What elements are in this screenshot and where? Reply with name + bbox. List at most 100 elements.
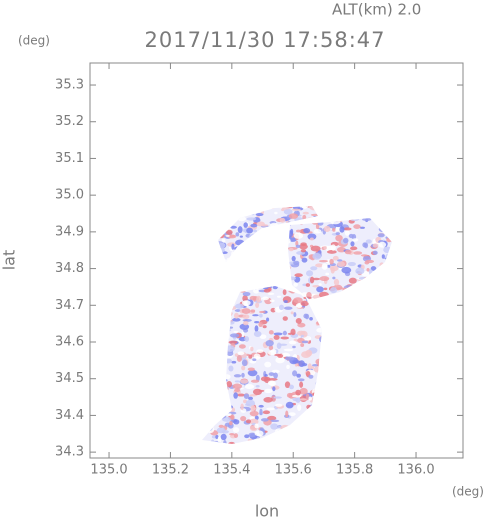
echo-cell [197, 445, 200, 451]
echo-cell [380, 430, 388, 433]
echo-cell [379, 333, 389, 339]
echo-cell [352, 304, 361, 311]
echo-cell [393, 249, 398, 254]
plot-frame [89, 62, 464, 459]
echo-cell [365, 283, 376, 291]
echo-cell [329, 265, 339, 272]
echo-cell [372, 300, 379, 305]
echo-cell [195, 386, 201, 389]
echo-cell [377, 268, 381, 271]
echo-cell [245, 206, 253, 209]
echo-cell [349, 313, 360, 320]
echo-cell [301, 257, 308, 263]
echo-cell [311, 363, 319, 367]
echo-cell [293, 433, 298, 440]
echo-cell [225, 229, 233, 235]
echo-cell [318, 425, 326, 429]
echo-cell [343, 227, 352, 231]
echo-cell [333, 305, 341, 312]
echo-cell [271, 227, 277, 232]
echo-cell [281, 207, 290, 210]
echo-cell [223, 280, 228, 285]
echo-cell [385, 206, 390, 208]
echo-cell [338, 308, 344, 311]
echo-cell [210, 415, 214, 421]
echo-cell [240, 379, 249, 384]
echo-cell [378, 241, 387, 248]
echo-cell [323, 368, 329, 375]
echo-cell [328, 216, 332, 222]
echo-cell [309, 410, 317, 415]
echo-cell [392, 336, 397, 342]
echo-cell [210, 319, 220, 323]
echo-cell [364, 206, 370, 210]
echo-cell [238, 344, 246, 349]
echo-cell [363, 321, 368, 329]
echo-cell [239, 446, 244, 451]
echo-cell [393, 354, 398, 357]
echo-cell [237, 351, 245, 356]
echo-cell [317, 411, 327, 416]
echo-cell [387, 278, 392, 284]
echo-cell [272, 386, 276, 392]
echo-cell [348, 320, 353, 325]
echo-cell [204, 324, 209, 327]
echo-cell [345, 326, 355, 331]
echo-cell [211, 356, 219, 361]
echo-cell [378, 359, 389, 363]
echo-cell [275, 246, 280, 249]
echo-cell [239, 235, 243, 238]
echo-cell [202, 289, 211, 293]
echo-cell [233, 330, 239, 333]
echo-cell [357, 431, 362, 439]
echo-cell [266, 407, 275, 411]
echo-cell [202, 327, 209, 333]
echo-cell [267, 230, 271, 234]
echo-cell [361, 408, 365, 415]
echo-cell [217, 352, 224, 356]
echo-cell [362, 384, 371, 390]
echo-cell [285, 445, 289, 450]
echo-cell [369, 369, 375, 377]
echo-cell [382, 326, 386, 333]
echo-cell [252, 246, 259, 254]
echo-cell [269, 419, 280, 423]
echo-cell [239, 287, 247, 293]
echo-cell [253, 229, 257, 233]
echo-cell [336, 438, 344, 443]
echo-cell [272, 285, 278, 290]
x-tick-label: 135.0 [90, 463, 127, 478]
echo-cell [391, 400, 392, 408]
echo-cell [377, 447, 381, 450]
echo-cell [215, 370, 225, 377]
echo-cell [338, 202, 343, 205]
echo-cell [340, 309, 347, 316]
echo-cell [257, 201, 262, 206]
echo-cell [338, 378, 348, 382]
echo-cell [254, 325, 259, 333]
echo-cell [261, 206, 272, 208]
echo-cell [296, 437, 301, 441]
echo-cell [260, 418, 269, 422]
echo-cell [381, 337, 386, 340]
echo-cell [357, 284, 365, 287]
echo-cell [264, 246, 270, 252]
echo-cell [297, 378, 305, 382]
echo-cell [263, 288, 271, 293]
echo-cell [317, 384, 326, 390]
echo-cell [256, 295, 262, 303]
echo-cell [393, 318, 401, 321]
echo-cell [191, 362, 201, 368]
echo-cell [355, 316, 359, 322]
echo-cell [216, 268, 221, 272]
echo-cell [202, 357, 206, 363]
echo-cell [328, 206, 335, 209]
echo-cell [377, 233, 385, 238]
echo-cell [374, 411, 384, 414]
echo-cell [308, 396, 312, 401]
echo-cell [209, 286, 214, 290]
echo-cell [195, 275, 199, 281]
echo-cell [241, 331, 245, 338]
echo-cell [274, 239, 281, 244]
echo-cell [209, 250, 216, 253]
